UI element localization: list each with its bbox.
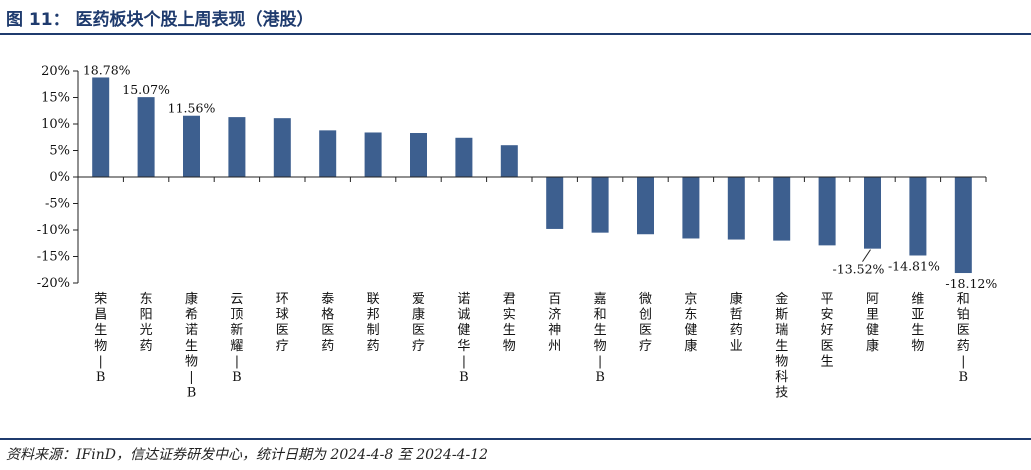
bar <box>773 177 791 241</box>
bar <box>909 177 927 256</box>
data-label: 15.07% <box>122 82 170 97</box>
category-label: 维亚生物 <box>911 292 924 354</box>
bottom-rule <box>0 438 1031 440</box>
bar <box>637 177 654 235</box>
bar <box>546 177 564 229</box>
data-label: -14.81% <box>888 258 940 273</box>
bar <box>92 77 110 177</box>
category-label: 金斯瑞生物科技 <box>775 291 788 401</box>
category-label: 东阳光药 <box>140 292 153 354</box>
y-tick-label: -20% <box>37 276 70 291</box>
figure-title-bar: 图 11： 医药板块个股上周表现（港股） <box>0 0 1031 34</box>
figure-title: 图 11： 医药板块个股上周表现（港股） <box>6 10 314 30</box>
category-label: 康哲药业 <box>730 291 743 354</box>
bar <box>455 137 473 177</box>
y-tick-label: 15% <box>41 91 70 106</box>
category-label: 云顶新耀| B <box>230 292 243 385</box>
y-tick-label: 20% <box>41 64 70 79</box>
category-label: 京东健康 <box>684 292 697 354</box>
top-rule <box>0 33 1031 35</box>
data-label: 18.78% <box>83 62 131 77</box>
category-label: 和铂医药| B <box>957 292 970 385</box>
category-label: 康希诺生物| B <box>185 291 198 401</box>
category-label: 泰格医药 <box>321 292 334 354</box>
y-tick-label: -5% <box>45 197 70 212</box>
bar <box>273 118 291 177</box>
source-note: 资料来源：IFinD，信达证券研发中心，统计日期为 2024-4-8 至 202… <box>6 447 489 463</box>
bar-chart: 20% 15% 10% 5% 0% -5% -10% -15% -20% 18.78% 15.07%… <box>37 62 998 401</box>
category-label: 百济神州 <box>548 292 561 354</box>
bar <box>954 177 972 274</box>
bar <box>682 177 700 239</box>
category-label: 嘉和生物| B <box>594 292 607 385</box>
category-label: 微创医疗 <box>639 292 652 354</box>
category-label: 阿里健康 <box>866 292 879 354</box>
data-label: 11.56% <box>168 101 216 116</box>
y-tick-label: -15% <box>37 250 70 265</box>
y-tick-label: -10% <box>37 223 70 238</box>
y-tick-label: 0% <box>49 170 70 185</box>
bar <box>818 177 836 246</box>
bar <box>137 97 155 177</box>
data-label: -18.12% <box>945 276 997 291</box>
bar <box>864 177 881 249</box>
bar <box>591 177 609 233</box>
category-label: 平安好医生 <box>821 292 834 369</box>
category-label: 环球医疗 <box>276 292 289 354</box>
category-label: 君实生物 <box>503 292 516 354</box>
bar <box>500 145 518 177</box>
y-tick-label: 5% <box>49 144 70 159</box>
category-label: 诺诚健华| B <box>457 292 470 385</box>
data-label-leader <box>862 249 871 262</box>
data-label: -13.52% <box>833 262 885 277</box>
category-label: 联邦制药 <box>367 292 380 354</box>
y-tick-label: 10% <box>41 117 70 132</box>
bar <box>364 132 382 177</box>
bar <box>319 130 337 177</box>
bar <box>727 177 745 240</box>
category-label: 爱康医疗 <box>412 292 425 354</box>
bar <box>410 133 427 177</box>
bar <box>228 117 246 177</box>
bar <box>183 115 200 177</box>
category-label: 荣昌生物| B <box>94 292 107 385</box>
